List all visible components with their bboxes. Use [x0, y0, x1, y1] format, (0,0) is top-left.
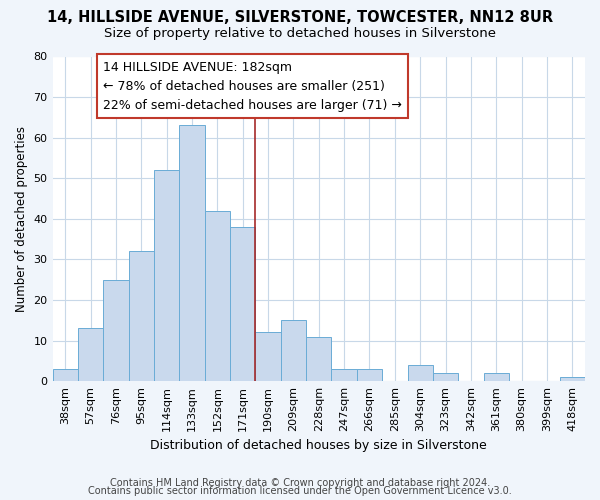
Bar [281, 320, 306, 381]
Bar [306, 336, 331, 381]
Bar [331, 369, 357, 381]
Bar [154, 170, 179, 381]
Text: 14 HILLSIDE AVENUE: 182sqm
← 78% of detached houses are smaller (251)
22% of sem: 14 HILLSIDE AVENUE: 182sqm ← 78% of deta… [103, 60, 402, 112]
Bar [230, 227, 256, 381]
Text: Contains HM Land Registry data © Crown copyright and database right 2024.: Contains HM Land Registry data © Crown c… [110, 478, 490, 488]
Bar [53, 369, 78, 381]
X-axis label: Distribution of detached houses by size in Silverstone: Distribution of detached houses by size … [151, 440, 487, 452]
Text: Contains public sector information licensed under the Open Government Licence v3: Contains public sector information licen… [88, 486, 512, 496]
Bar [484, 373, 509, 381]
Y-axis label: Number of detached properties: Number of detached properties [15, 126, 28, 312]
Bar [103, 280, 128, 381]
Bar [407, 365, 433, 381]
Bar [78, 328, 103, 381]
Text: Size of property relative to detached houses in Silverstone: Size of property relative to detached ho… [104, 28, 496, 40]
Text: 14, HILLSIDE AVENUE, SILVERSTONE, TOWCESTER, NN12 8UR: 14, HILLSIDE AVENUE, SILVERSTONE, TOWCES… [47, 10, 553, 25]
Bar [205, 210, 230, 381]
Bar [128, 252, 154, 381]
Bar [256, 332, 281, 381]
Bar [357, 369, 382, 381]
Bar [433, 373, 458, 381]
Bar [179, 126, 205, 381]
Bar [560, 377, 585, 381]
